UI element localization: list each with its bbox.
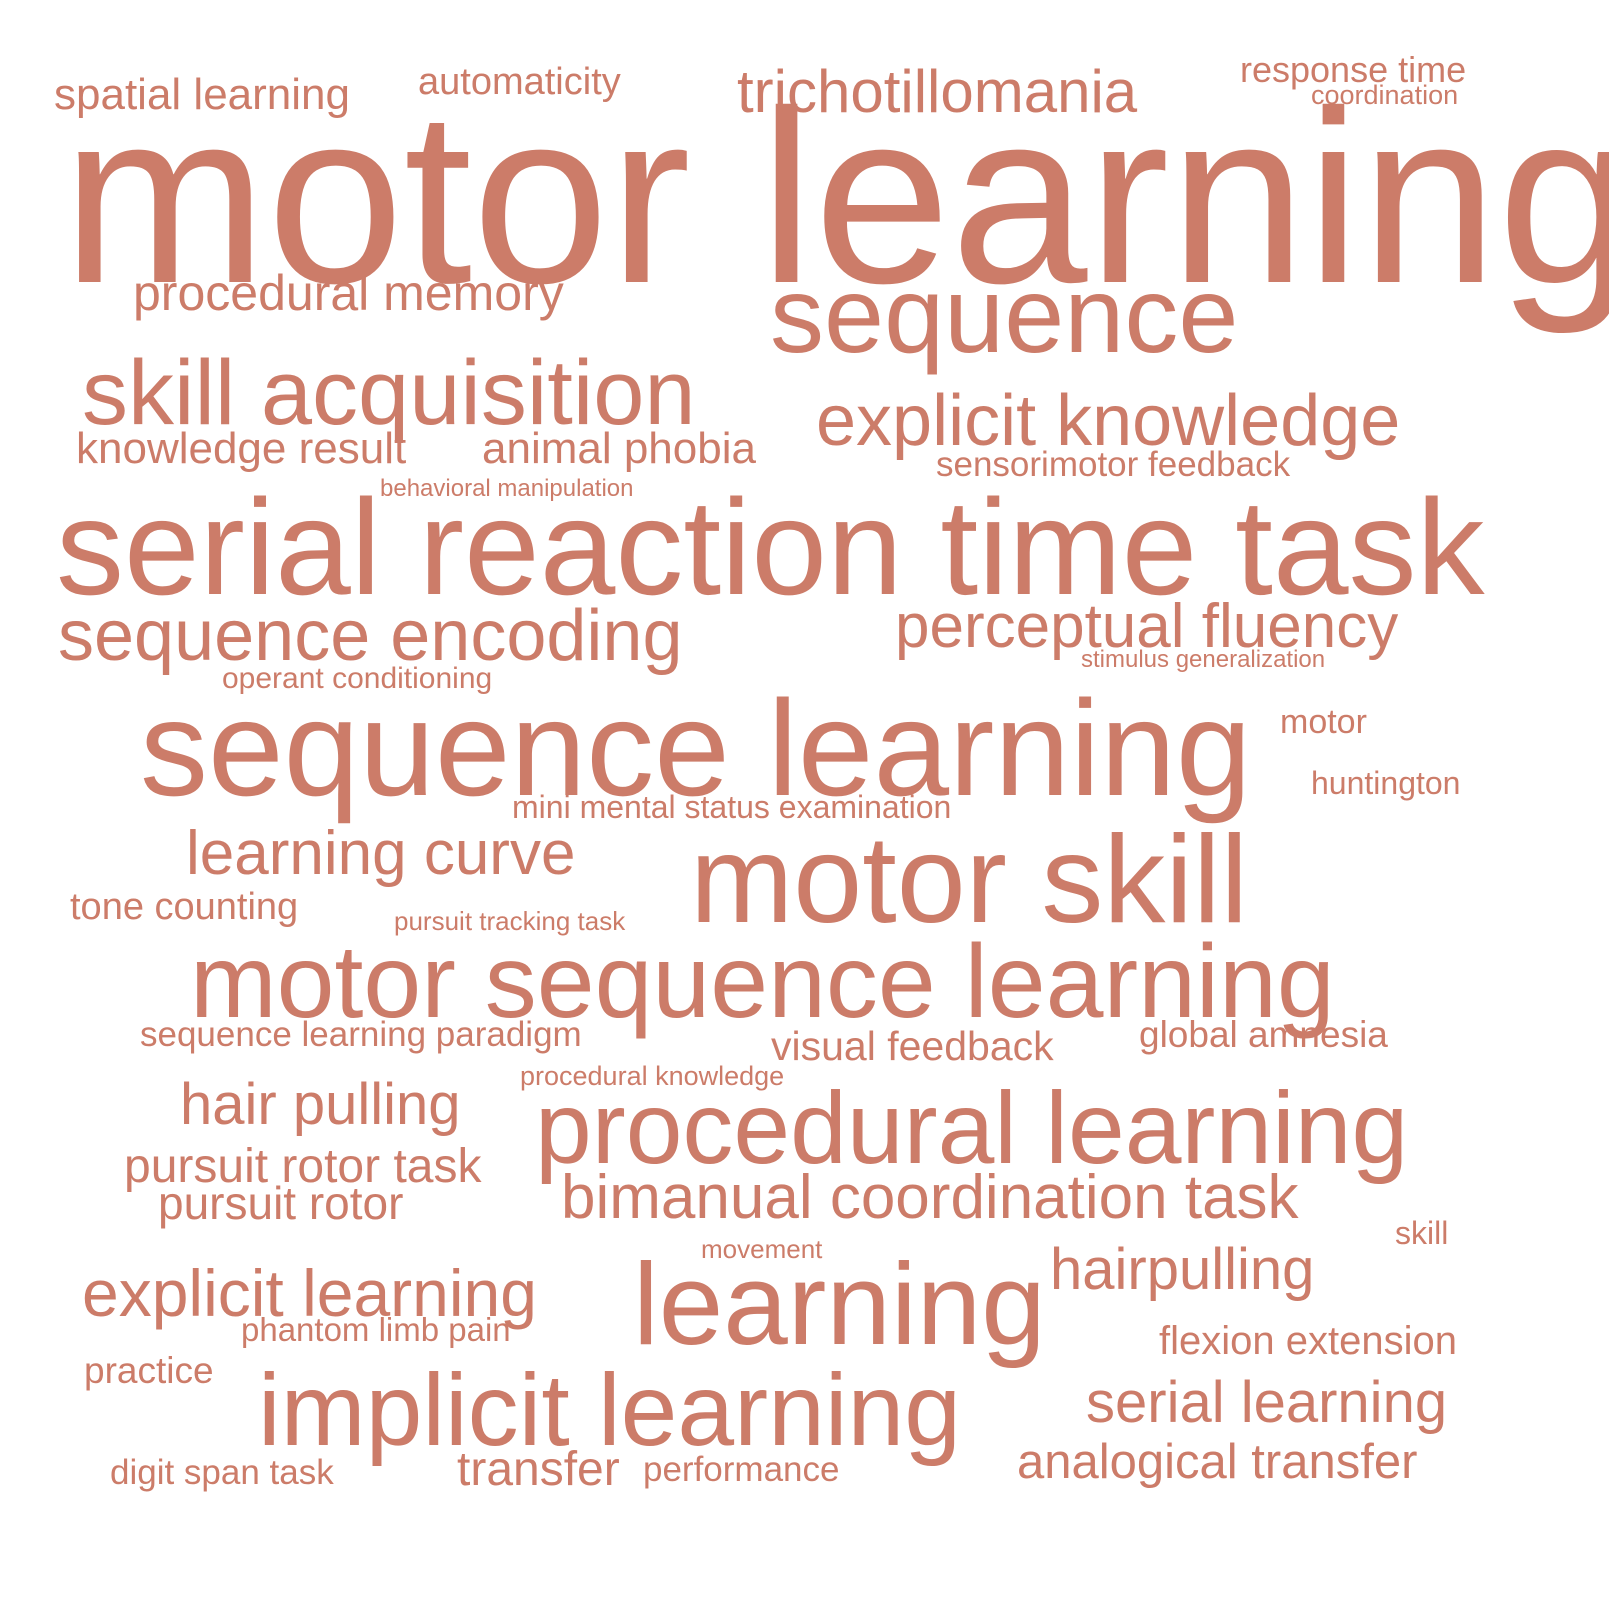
word-motor-skill: motor skill bbox=[690, 811, 1249, 949]
word-digit-span-task: digit span task bbox=[110, 1453, 334, 1492]
word-sequence-learning: sequence learning bbox=[140, 672, 1252, 824]
word-tone-counting: tone counting bbox=[70, 886, 299, 928]
word-hairpulling: hairpulling bbox=[1050, 1237, 1315, 1302]
word-sequence-encoding: sequence encoding bbox=[58, 596, 683, 676]
word-movement: movement bbox=[701, 1234, 823, 1264]
word-explicit-knowledge: explicit knowledge bbox=[816, 381, 1401, 461]
word-sequence-learning-paradigm: sequence learning paradigm bbox=[140, 1015, 582, 1054]
word-spatial-learning: spatial learning bbox=[54, 70, 350, 119]
word-skill-acquisition: skill acquisition bbox=[82, 342, 696, 444]
word-transfer: transfer bbox=[457, 1443, 620, 1496]
word-behavioral-manipulation: behavioral manipulation bbox=[380, 475, 634, 502]
word-pursuit-tracking-task: pursuit tracking task bbox=[394, 906, 626, 936]
word-knowledge-result: knowledge result bbox=[76, 424, 407, 473]
word-performance: performance bbox=[643, 1450, 840, 1489]
word-serial-reaction-time-task: serial reaction time task bbox=[56, 471, 1485, 623]
word-stimulus-generalization: stimulus generalization bbox=[1081, 646, 1326, 673]
word-animal-phobia: animal phobia bbox=[482, 424, 756, 473]
word-procedural-memory: procedural memory bbox=[133, 265, 564, 321]
word-learning: learning bbox=[633, 1239, 1046, 1369]
word-analogical-transfer: analogical transfer bbox=[1017, 1435, 1418, 1489]
word-pursuit-rotor: pursuit rotor bbox=[158, 1177, 404, 1229]
word-global-amnesia: global amnesia bbox=[1139, 1014, 1388, 1055]
word-mini-mental-status-examination: mini mental status examination bbox=[512, 789, 952, 825]
word-serial-learning: serial learning bbox=[1086, 1370, 1448, 1435]
word-implicit-learning: implicit learning bbox=[258, 1353, 961, 1467]
word-automaticity: automaticity bbox=[418, 61, 621, 103]
word-practice: practice bbox=[84, 1350, 214, 1391]
word-perceptual-fluency: perceptual fluency bbox=[895, 592, 1399, 661]
word-sensorimotor-feedback: sensorimotor feedback bbox=[936, 445, 1291, 484]
word-trichotillomania: trichotillomania bbox=[737, 58, 1138, 125]
word-skill: skill bbox=[1395, 1215, 1449, 1251]
word-phantom-limb-pain: phantom limb pain bbox=[241, 1311, 511, 1348]
word-explicit-learning: explicit learning bbox=[82, 1256, 537, 1330]
word-procedural-learning: procedural learning bbox=[535, 1071, 1409, 1185]
word-motor-learning: motor learning bbox=[62, 60, 1609, 335]
word-hair-pulling: hair pulling bbox=[180, 1072, 461, 1137]
word-procedural-knowledge: procedural knowledge bbox=[520, 1061, 785, 1091]
word-motor-sequence-learning: motor sequence learning bbox=[190, 924, 1335, 1040]
word-huntington: huntington bbox=[1311, 765, 1461, 801]
word-operant-conditioning: operant conditioning bbox=[222, 662, 493, 695]
word-coordination: coordination bbox=[1311, 80, 1459, 110]
word-response-time: response time bbox=[1240, 49, 1467, 90]
word-bimanual-coordination-task: bimanual coordination task bbox=[561, 1163, 1299, 1232]
word-pursuit-rotor-task: pursuit rotor task bbox=[124, 1140, 482, 1193]
word-visual-feedback: visual feedback bbox=[771, 1023, 1054, 1069]
word-motor: motor bbox=[1280, 703, 1367, 741]
word-learning-curve: learning curve bbox=[186, 819, 576, 888]
word-sequence: sequence bbox=[770, 254, 1239, 375]
word-flexion-extension: flexion extension bbox=[1159, 1319, 1457, 1363]
